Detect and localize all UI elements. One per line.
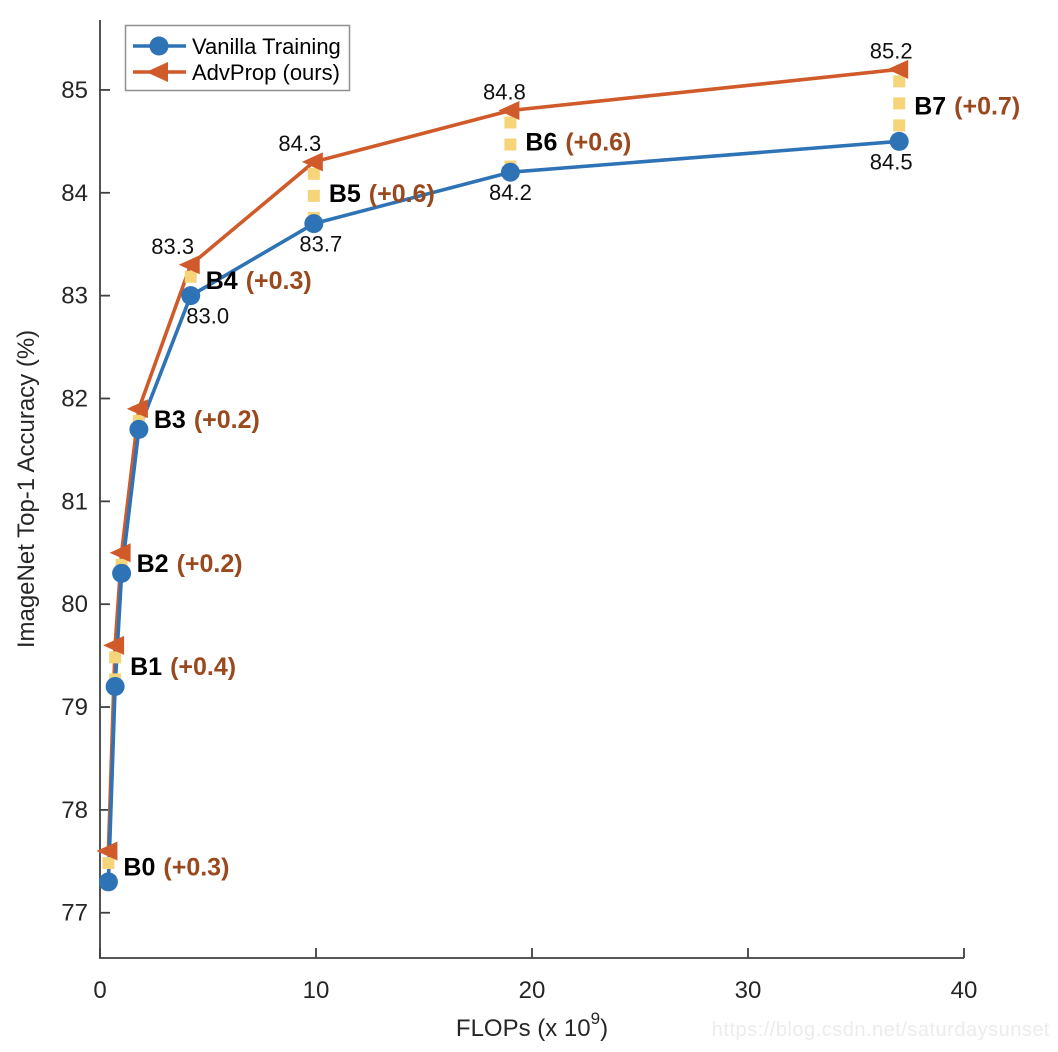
legend-label-advprop: AdvProp (ours) (192, 60, 340, 85)
y-tick-label: 78 (61, 797, 88, 824)
vanilla-marker-B4 (181, 286, 201, 306)
x-axis-label: FLOPs (x 109) (456, 1009, 608, 1042)
y-axis-label: ImageNet Top-1 Accuracy (%) (13, 330, 40, 648)
axis-spines (99, 20, 964, 959)
advprop-value-B7: 85.2 (870, 38, 913, 63)
legend-box (124, 24, 351, 92)
axes (99, 20, 965, 959)
advprop-value-B6: 84.8 (483, 80, 526, 105)
x-tick-label: 30 (735, 977, 762, 1004)
legend-label-vanilla: Vanilla Training (192, 34, 341, 59)
vanilla-marker-B1 (105, 676, 125, 696)
vanilla-value-B5: 83.7 (299, 232, 342, 257)
annotation-B6: B6 (+0.6) (525, 128, 631, 156)
vanilla-value-B7: 84.5 (870, 149, 913, 174)
advprop-marker-B4 (178, 255, 200, 275)
y-tick-label: 85 (61, 77, 88, 104)
y-tick-label: 83 (61, 283, 88, 310)
tick-labels: 77 78 79 80 81 82 83 84 85 0 10 20 30 40 (61, 77, 977, 1004)
advprop-value-B4: 83.3 (151, 234, 194, 259)
y-tick-label: 77 (61, 900, 88, 927)
vanilla-value-B6: 84.2 (489, 180, 532, 205)
x-tick-label: 0 (93, 977, 106, 1004)
vanilla-marker-B6 (500, 162, 520, 182)
annotation-B3: B3 (+0.2) (154, 406, 260, 434)
vanilla-marker-B3 (129, 419, 149, 439)
x-tick-label: 20 (519, 977, 546, 1004)
watermark: https://blog.csdn.net/saturdaysunset (711, 1019, 1050, 1041)
x-tick-label: 40 (951, 977, 978, 1004)
y-tick-label: 82 (61, 385, 88, 412)
annotation-B4: B4 (+0.3) (206, 267, 312, 295)
legend-circle-marker-icon (149, 36, 169, 56)
annotation-B1: B1 (+0.4) (130, 653, 236, 681)
vanilla-marker-B0 (98, 872, 118, 892)
advprop-line (106, 67, 900, 852)
vanilla-marker-B2 (112, 563, 132, 583)
vanilla-line (106, 139, 900, 882)
y-tick-label: 79 (61, 694, 88, 721)
vanilla-value-B4: 83.0 (186, 304, 229, 329)
advprop-marker-B3 (126, 399, 148, 419)
advprop-marker-B1 (103, 635, 125, 655)
vanilla-marker-B5 (304, 214, 324, 234)
y-tick-label: 84 (61, 180, 88, 207)
advprop-marker-B0 (96, 841, 118, 861)
advprop-marker-B5 (301, 152, 323, 172)
advprop-marker-B2 (109, 543, 131, 563)
annotation-B7: B7 (+0.7) (914, 92, 1020, 120)
advprop-value-B5: 84.3 (278, 131, 321, 156)
legend-triangle-left-marker-icon (146, 62, 168, 82)
annotation-B5: B5 (+0.6) (329, 180, 435, 208)
y-tick-label: 80 (61, 591, 88, 618)
x-tick-label: 10 (303, 977, 330, 1004)
advprop-marker-B6 (498, 101, 520, 121)
annotation-B0: B0 (+0.3) (123, 853, 229, 881)
advprop-marker-B7 (887, 59, 909, 79)
vanilla-marker-B7 (889, 131, 909, 151)
annotation-B2: B2 (+0.2) (137, 550, 243, 578)
y-tick-label: 81 (61, 488, 88, 515)
